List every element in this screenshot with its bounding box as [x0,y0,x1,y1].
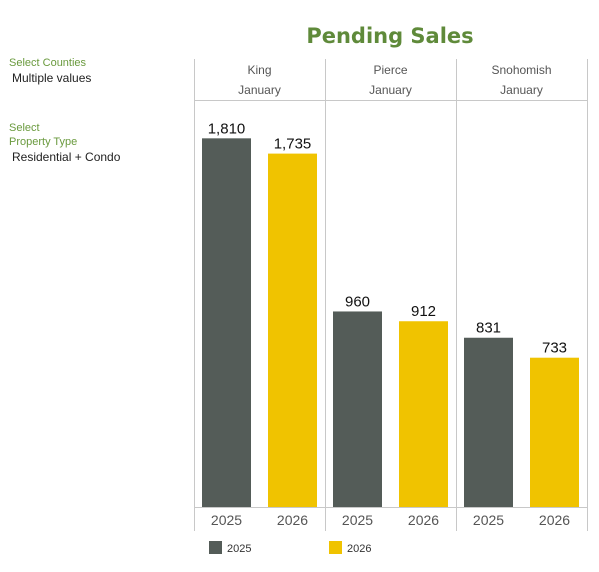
property-type-filter[interactable]: Select Property Type Residential + Condo [0,119,190,167]
data-label: 733 [542,340,567,357]
data-label: 912 [411,303,436,320]
panel-period-label: January [238,83,281,97]
property-type-filter-label-line1: Select [9,122,40,134]
panel-header-king: King [247,63,271,77]
data-label: 1,735 [274,136,312,153]
bar-king-2026 [268,153,317,507]
panel-period-label: January [500,83,543,97]
bar-snohomish-2026 [530,357,579,507]
bar-snohomish-2025 [464,337,513,507]
legend-swatch-2025 [209,541,222,554]
counties-filter[interactable]: Select Counties Multiple values [0,54,190,90]
x-tick-label: 2026 [539,512,570,528]
panel-period-label: January [369,83,412,97]
property-type-filter-label-line2: Property Type [9,136,78,148]
counties-filter-value: Multiple values [12,71,92,85]
x-tick-label: 2026 [277,512,308,528]
chart-title: Pending Sales [306,24,474,48]
x-tick-label: 2025 [342,512,373,528]
x-tick-label: 2025 [473,512,504,528]
legend-label-2026: 2026 [347,543,371,555]
legend-label-2025: 2025 [227,543,251,555]
bar-king-2025 [202,138,251,507]
panel-header-pierce: Pierce [373,63,407,77]
data-label: 960 [345,293,370,310]
x-tick-label: 2025 [211,512,242,528]
legend-swatch-2026 [329,541,342,554]
panel-header-snohomish: Snohomish [491,63,551,77]
bar-pierce-2026 [399,321,448,507]
counties-filter-label: Select Counties [9,57,87,69]
property-type-filter-value: Residential + Condo [12,150,121,164]
data-label: 831 [476,320,501,337]
data-label: 1,810 [208,120,246,137]
bar-pierce-2025 [333,311,382,507]
x-tick-label: 2026 [408,512,439,528]
